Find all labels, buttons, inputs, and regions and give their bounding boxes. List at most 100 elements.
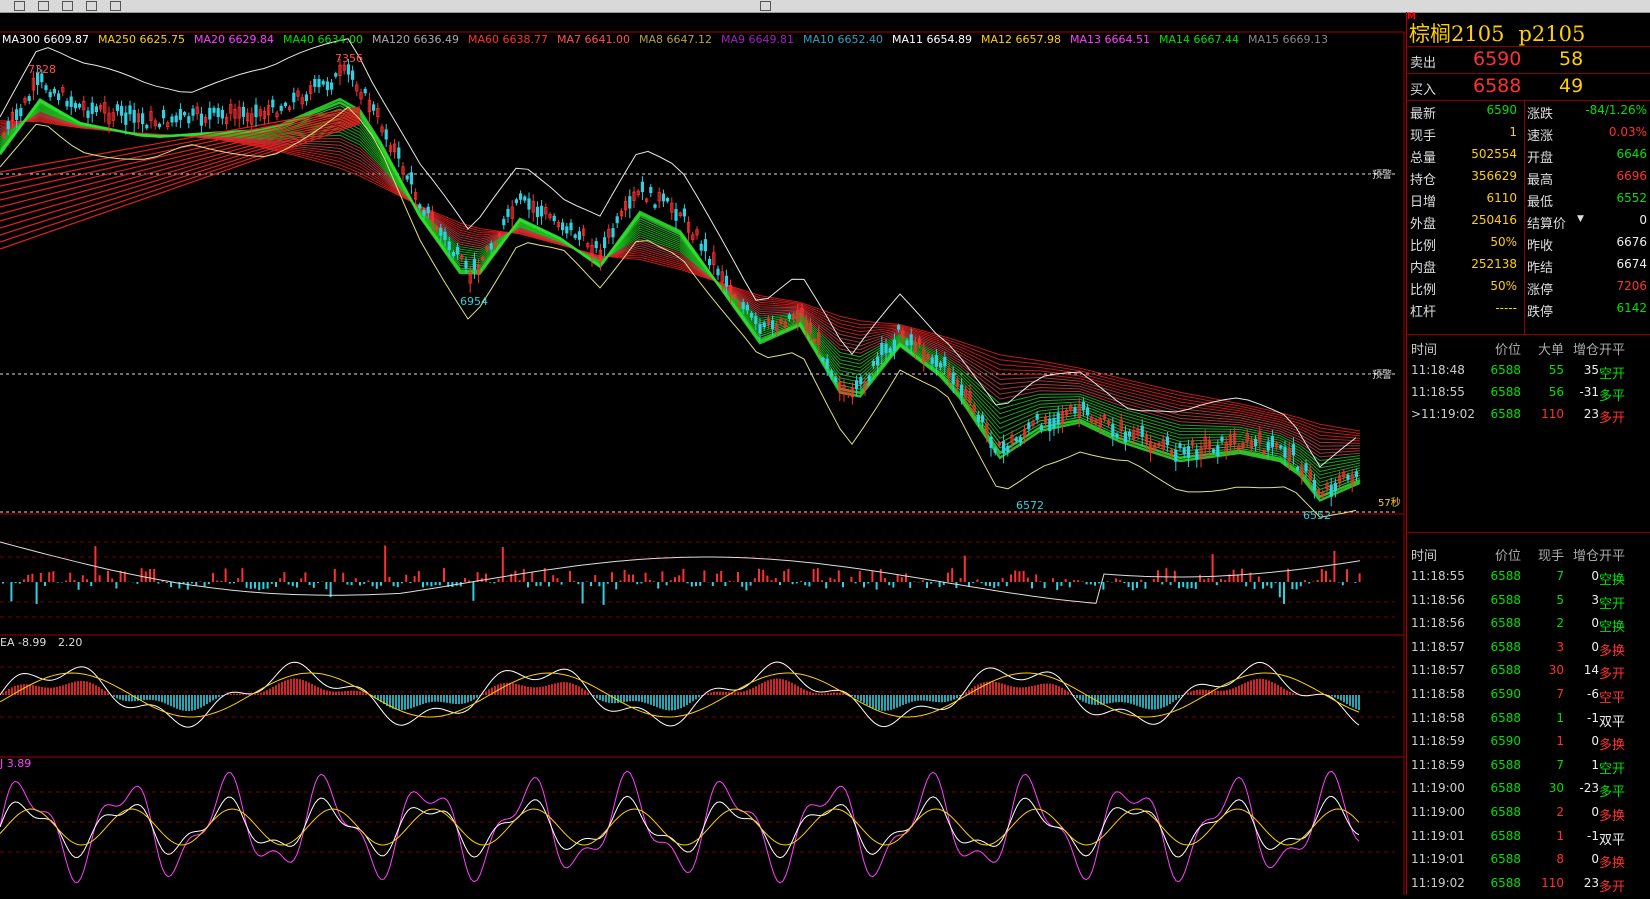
- tick-type: 空开: [1599, 596, 1626, 612]
- chart-canvas[interactable]: 7328 7356 6954 6572 6552 预警 预警 57秒: [0, 12, 1405, 895]
- candle: [1203, 436, 1207, 450]
- stat-row: 总量 502554 开盘 6646: [1407, 144, 1650, 166]
- bid-row[interactable]: 买入 6588 49: [1407, 73, 1650, 101]
- candle: [590, 245, 594, 258]
- candle: [266, 105, 271, 116]
- stat-value: 6142: [1616, 301, 1647, 315]
- candle: [703, 239, 708, 252]
- tick-row[interactable]: 11:18:57 6588 3 0 多换: [1407, 637, 1650, 660]
- candle: [1044, 416, 1048, 423]
- candle: [1006, 445, 1010, 453]
- ma-legend-item: MA7 6641.00: [557, 33, 630, 46]
- candle: [208, 107, 212, 120]
- tick-row[interactable]: 11:18:56 6588 2 0 空换: [1407, 613, 1650, 636]
- tick-row[interactable]: 11:18:55 6588 7 0 空换: [1407, 566, 1650, 589]
- ma-line: [0, 103, 1361, 487]
- candle: [317, 79, 321, 88]
- candle: [1338, 475, 1342, 484]
- candle: [174, 115, 178, 123]
- tick-row[interactable]: 11:19:00 6588 2 0 多换: [1407, 802, 1650, 825]
- candle: [82, 100, 86, 111]
- ma-line: [0, 115, 1361, 444]
- tick-time: 11:18:57: [1411, 663, 1465, 678]
- trade-big-order: 55: [1548, 363, 1564, 377]
- tick-row[interactable]: 11:18:57 6588 30 14 多开: [1407, 660, 1650, 683]
- candle: [485, 246, 489, 251]
- kline-chart-area[interactable]: 7328 7356 6954 6572 6552 预警 预警 57秒 MA300…: [0, 12, 1405, 895]
- ma-line: [0, 122, 361, 250]
- ma-legend-item: MA9 6649.81: [721, 33, 794, 46]
- candle: [57, 93, 61, 101]
- candle: [640, 181, 645, 193]
- stat-label: 外盘: [1410, 217, 1437, 232]
- candle: [691, 234, 695, 240]
- tick-row[interactable]: 11:18:59 6588 7 1 空开: [1407, 755, 1650, 778]
- stat-value: 6646: [1616, 147, 1647, 161]
- candle: [296, 90, 300, 97]
- col-price: 价位: [1494, 343, 1521, 358]
- stat-value: 6676: [1616, 235, 1647, 249]
- candle: [1123, 431, 1127, 443]
- candle: [52, 88, 57, 94]
- tick-type: 多换: [1599, 643, 1626, 659]
- stat-value: 0: [1639, 213, 1647, 227]
- bid-volume: 49: [1559, 75, 1584, 97]
- tick-row[interactable]: 11:18:58 6588 1 -1 双平: [1407, 708, 1650, 731]
- candle: [350, 70, 355, 80]
- candle: [115, 104, 119, 111]
- ma-legend-item: MA300 6609.87: [2, 33, 89, 46]
- toolbar-icon[interactable]: [62, 1, 73, 11]
- candle: [99, 105, 103, 110]
- candle: [1102, 414, 1106, 420]
- candle: [1157, 443, 1161, 447]
- candle: [1291, 443, 1295, 456]
- stat-label: 最高: [1527, 173, 1554, 188]
- candle: [472, 258, 477, 271]
- tick-type: 多换: [1599, 809, 1626, 824]
- col-oi-change: 增仓: [1572, 549, 1599, 564]
- candle: [779, 318, 783, 324]
- tick-row[interactable]: 11:19:01 6588 8 0 多换: [1407, 849, 1650, 872]
- tick-time: 11:19:01: [1411, 828, 1465, 843]
- candle: [23, 97, 27, 103]
- big-trade-row[interactable]: 11:18:55 6588 56 -31 多平: [1407, 382, 1650, 405]
- toolbar-icon[interactable]: [14, 1, 25, 11]
- tick-time: 11:18:58: [1411, 710, 1465, 725]
- dropdown-arrow-icon[interactable]: ▼: [1577, 214, 1584, 224]
- tick-row[interactable]: 11:18:56 6588 5 3 空开: [1407, 590, 1650, 613]
- candle: [19, 108, 23, 117]
- macd-value: 2.20: [57, 636, 83, 649]
- stat-label[interactable]: 结算价: [1527, 217, 1567, 232]
- ma-legend-item: MA14 6667.44: [1159, 33, 1239, 46]
- big-trade-row[interactable]: 11:18:48 6588 55 35 空开: [1407, 360, 1650, 383]
- candle: [1212, 449, 1216, 453]
- candle: [111, 112, 115, 121]
- tick-type: 空换: [1599, 573, 1626, 588]
- tick-row[interactable]: 11:18:59 6590 1 0 多换: [1407, 731, 1650, 754]
- trade-time: 11:18:48: [1411, 363, 1465, 377]
- tick-row[interactable]: 11:18:58 6590 7 -6 空平: [1407, 684, 1650, 707]
- candle: [443, 231, 447, 241]
- tick-row[interactable]: 11:19:00 6588 30 -23 多平: [1407, 778, 1650, 801]
- candle: [1296, 466, 1300, 471]
- ask-row[interactable]: 卖出 6590 58: [1407, 46, 1650, 74]
- stat-row: 内盘 252138 昨结 6674: [1407, 254, 1650, 276]
- tick-oi-change: 0: [1591, 569, 1599, 583]
- candle: [36, 72, 40, 86]
- toolbar-icon[interactable]: [110, 1, 121, 11]
- candle: [90, 102, 94, 114]
- candle: [527, 198, 531, 210]
- candle: [918, 338, 922, 345]
- candle: [128, 105, 132, 115]
- tick-row[interactable]: 11:19:02 6588 110 23 多开: [1407, 873, 1650, 896]
- toolbar-icon[interactable]: [38, 1, 49, 11]
- candle: [468, 271, 472, 284]
- toolbar-icon[interactable]: [86, 1, 97, 11]
- candle: [73, 103, 77, 109]
- toolbar-icon[interactable]: [760, 1, 771, 11]
- countdown-label: 57秒: [1378, 496, 1401, 509]
- candle: [103, 102, 107, 114]
- stat-label: 昨结: [1527, 261, 1554, 276]
- tick-row[interactable]: 11:19:01 6588 1 -1 双平: [1407, 826, 1650, 849]
- big-trade-row[interactable]: >11:19:02 6588 110 23 多开: [1407, 404, 1650, 427]
